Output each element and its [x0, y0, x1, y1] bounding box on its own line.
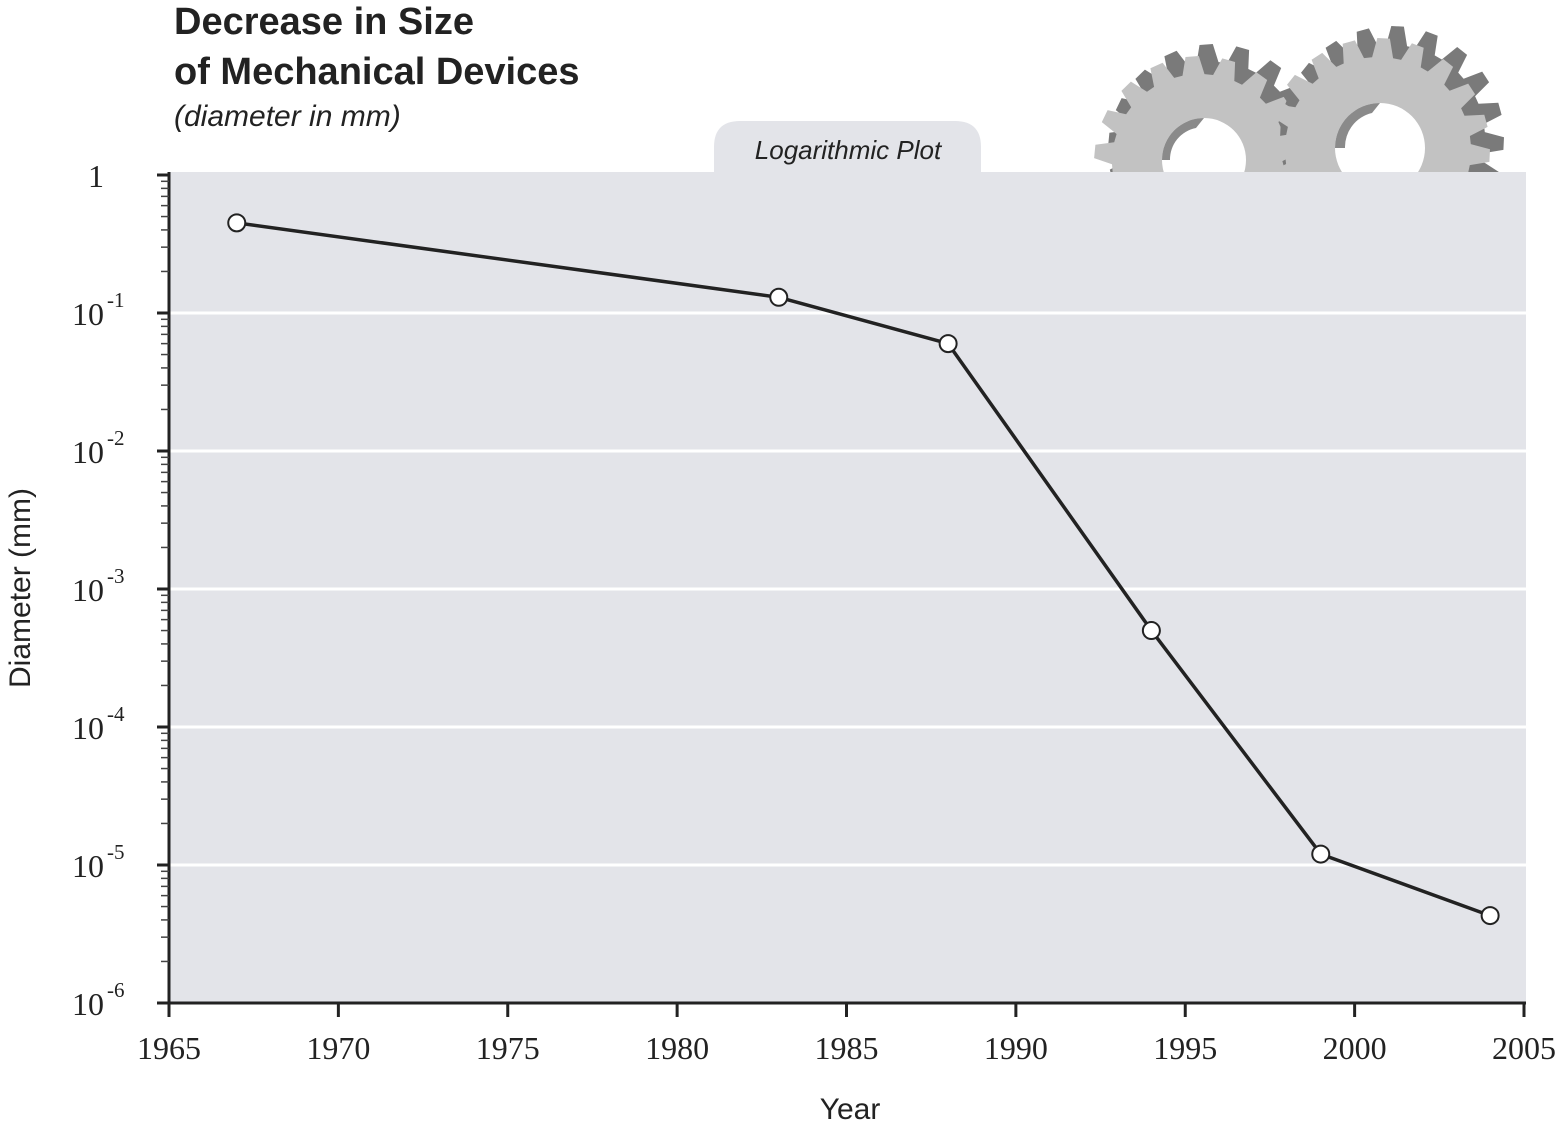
y-tick-exponent: -3: [107, 564, 125, 588]
y-tick-label: 10: [72, 572, 104, 608]
chart-title-line2: of Mechanical Devices: [174, 51, 580, 93]
x-tick-label: 1985: [815, 1030, 879, 1066]
y-tick-label: 10: [72, 848, 104, 884]
y-tick-label: 10: [72, 296, 104, 332]
y-tick-label: 10: [72, 434, 104, 470]
y-tick-label: 1: [88, 158, 104, 194]
gridlines: [169, 311, 1526, 867]
series: [227, 213, 1500, 926]
x-tick-label: 1995: [1153, 1030, 1217, 1066]
x-tick-label: 1990: [984, 1030, 1048, 1066]
data-point: [1311, 844, 1331, 864]
gear-right-icon: [1266, 26, 1504, 172]
gears-illustration: [1094, 26, 1504, 172]
data-point: [769, 287, 789, 307]
x-tick-label: 2005: [1492, 1030, 1555, 1066]
y-tick-exponent: -4: [107, 702, 125, 726]
x-tick-label: 1970: [306, 1030, 370, 1066]
y-tick-exponent: -2: [107, 426, 125, 450]
annotation-tab: [714, 121, 981, 173]
y-tick-exponent: -1: [107, 288, 125, 312]
x-tick-label: 1975: [476, 1030, 540, 1066]
x-tick-label: 1965: [137, 1030, 201, 1066]
x-tick-label: 2000: [1323, 1030, 1387, 1066]
data-point: [1480, 906, 1500, 926]
y-tick-exponent: -6: [107, 978, 125, 1002]
annotation-label: Logarithmic Plot: [755, 135, 943, 165]
chart-title: Decrease in Size: [174, 1, 474, 43]
x-axis-label: Year: [820, 1093, 881, 1126]
axes: 1965 1970 1975 1980 1985 1990 1995 2000 2005110-…: [72, 158, 1555, 1066]
y-tick-label: 10: [72, 986, 104, 1022]
y-tick-exponent: -5: [107, 840, 125, 864]
series-line: [236, 221, 1491, 918]
data-point: [227, 213, 247, 233]
y-tick-label: 10: [72, 710, 104, 746]
y-axis-label: Diameter (mm): [4, 488, 37, 688]
chart-subtitle: (diameter in mm): [174, 100, 401, 133]
data-point: [1141, 621, 1161, 641]
x-tick-label: 1980: [645, 1030, 709, 1066]
data-point: [938, 334, 958, 354]
